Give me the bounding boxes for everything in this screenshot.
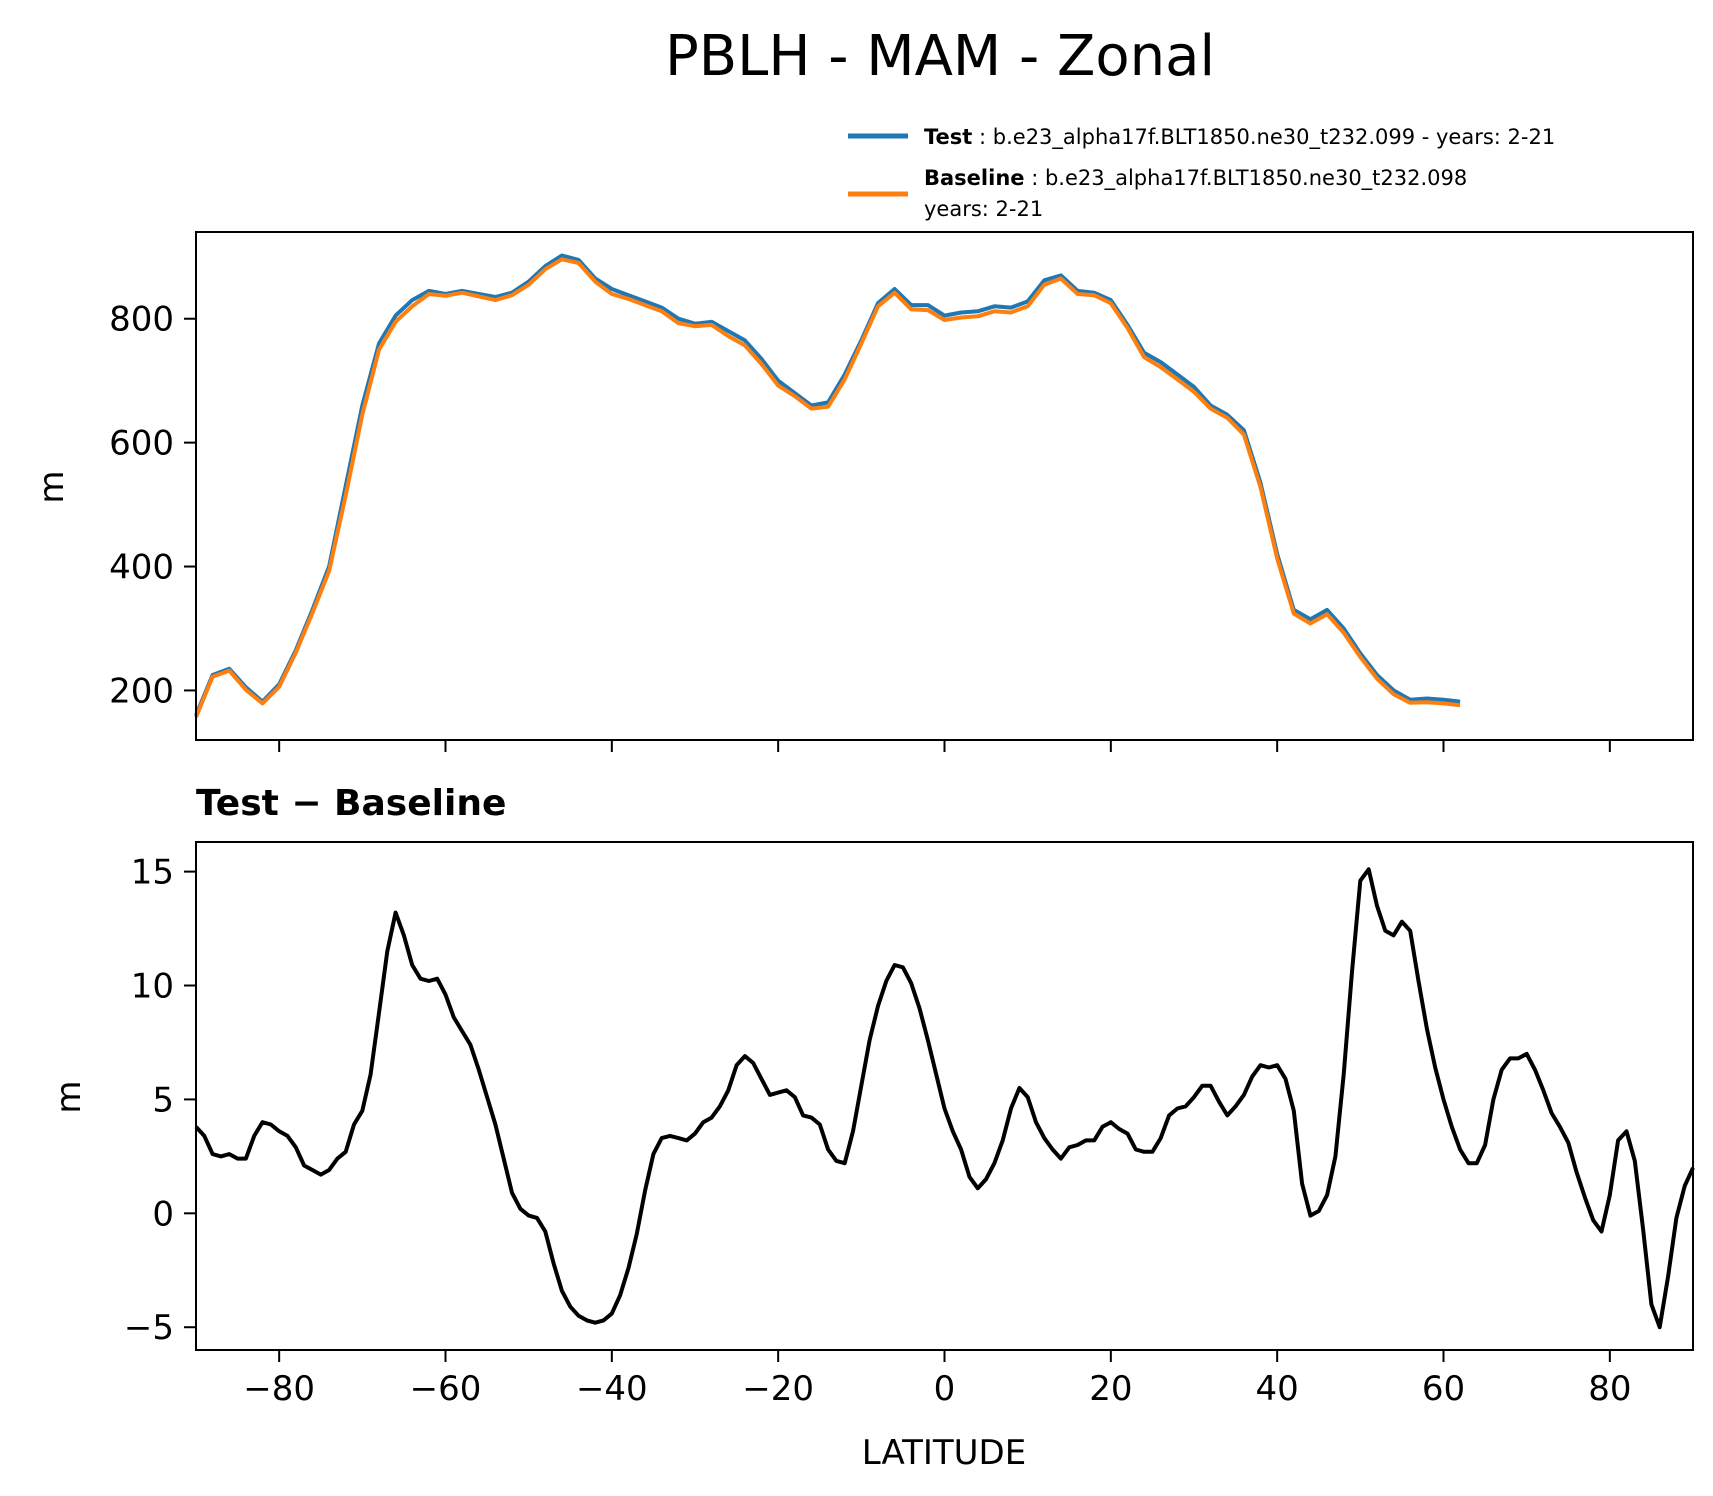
bottom-xtick-label: 0 [934, 1369, 956, 1409]
legend-baseline-years: years: 2-21 [924, 197, 1043, 221]
legend-test-name: Test [924, 125, 972, 149]
top-ytick-label: 800 [109, 300, 174, 340]
top-ytick-label: 200 [109, 671, 174, 711]
bottom-ytick-label: 5 [152, 1080, 174, 1120]
bottom-panel-yticks: −5 0 5 10 15 [124, 853, 196, 1348]
top-panel-marks [194, 253, 1461, 718]
bottom-panel-frame [195, 841, 1694, 1351]
bottom-series-line-0 [194, 867, 1695, 1330]
bottom-xtick-label: 20 [1089, 1369, 1132, 1409]
bottom-xtick-label: −60 [410, 1369, 482, 1409]
top-ytick-label: 600 [109, 424, 174, 464]
top-panel-frame [195, 231, 1694, 741]
bottom-xtick-label: −40 [576, 1369, 648, 1409]
top-series-line-1 [194, 257, 1461, 718]
bottom-xtick-label: −20 [742, 1369, 814, 1409]
bottom-xtick-label: 40 [1256, 1369, 1299, 1409]
legend-test-detail: : b.e23_alpha17f.BLT1850.ne30_t232.099 -… [979, 125, 1555, 150]
x-axis-label: LATITUDE [862, 1433, 1026, 1473]
legend: Test : b.e23_alpha17f.BLT1850.ne30_t232.… [848, 125, 1555, 221]
bottom-panel-title: Test − Baseline [196, 783, 506, 824]
top-ytick-label: 400 [109, 548, 174, 588]
bottom-xtick-label: 60 [1422, 1369, 1465, 1409]
bottom-panel-marks [194, 867, 1695, 1330]
bottom-ytick-label: 10 [131, 967, 174, 1007]
bottom-panel-xticks: −80 −60 −40 −20 0 20 40 60 80 [243, 1350, 1631, 1409]
top-panel-ylabel: m [32, 470, 72, 503]
bottom-panel-ylabel: m [49, 1080, 89, 1113]
bottom-ytick-label: 0 [152, 1194, 174, 1234]
bottom-xtick-label: −80 [243, 1369, 315, 1409]
bottom-xtick-label: 80 [1588, 1369, 1631, 1409]
legend-baseline-entry: Baseline : b.e23_alpha17f.BLT1850.ne30_t… [924, 166, 1467, 191]
top-panel: 200 400 600 800 m [32, 231, 1694, 752]
bottom-ytick-label: 15 [131, 853, 174, 893]
figure-title: PBLH - MAM - Zonal [665, 24, 1215, 89]
top-panel-yticks: 200 400 600 800 [109, 300, 196, 711]
legend-test-entry: Test : b.e23_alpha17f.BLT1850.ne30_t232.… [924, 125, 1555, 150]
legend-baseline-detail: : b.e23_alpha17f.BLT1850.ne30_t232.098 [1031, 166, 1467, 191]
top-panel-xticks [278, 740, 1611, 752]
bottom-panel: Test − Baseline −80 −60 −40 −20 0 20 40 60 80 −5… [49, 783, 1695, 1473]
top-series-line-0 [194, 253, 1461, 716]
bottom-ytick-label: −5 [124, 1308, 174, 1348]
legend-baseline-name: Baseline [924, 166, 1025, 190]
